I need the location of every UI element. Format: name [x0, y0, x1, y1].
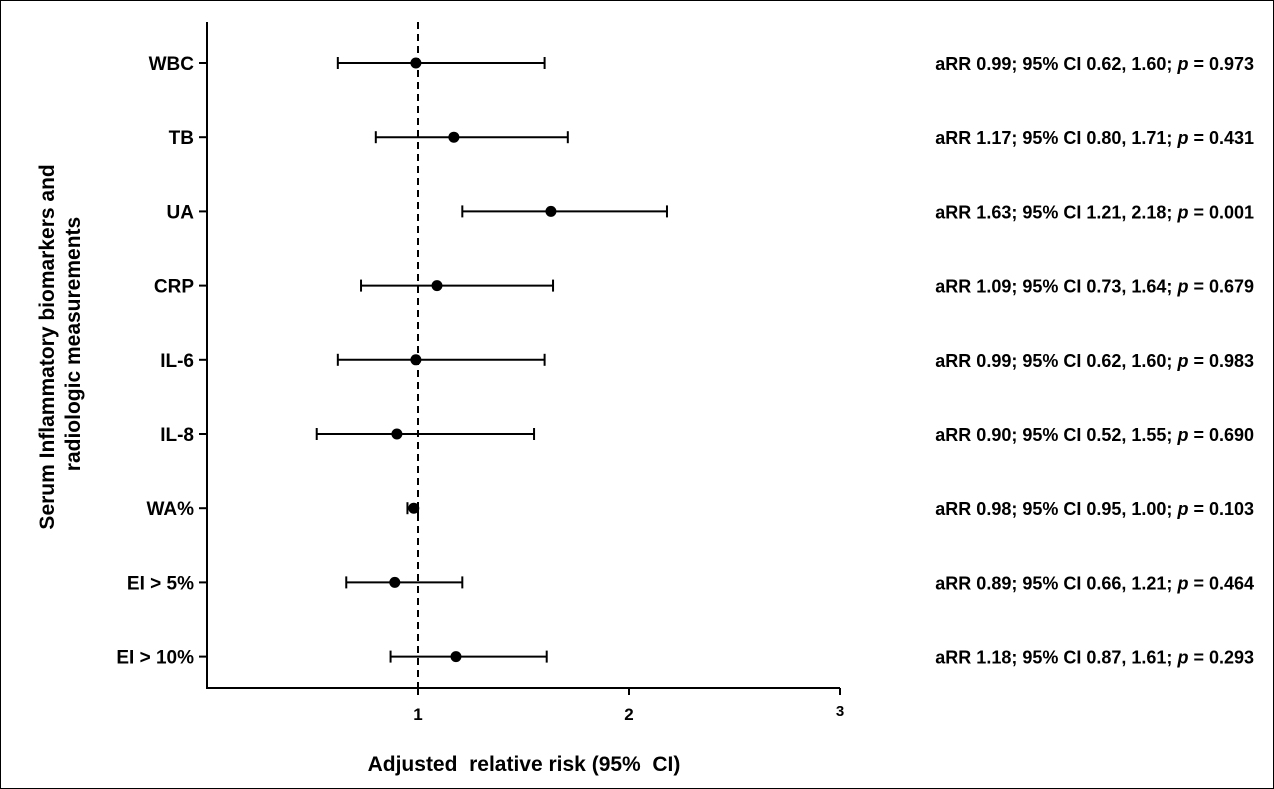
row-label: IL-6 — [160, 351, 194, 372]
row-annotation: aRR 1.63; 95% CI 1.21, 2.18; p = 0.001 — [935, 202, 1254, 222]
row-label: CRP — [154, 277, 194, 298]
y-axis-label: Serum Inflammatory biomarkers and radiol… — [36, 158, 85, 529]
point-estimate — [448, 131, 460, 143]
annotation-p-symbol: p — [1176, 128, 1188, 148]
annotation-stats: aRR 0.90; 95% CI 0.52, 1.55; — [935, 425, 1177, 445]
annotation-p-symbol: p — [1176, 202, 1188, 222]
row-label: EI > 10% — [116, 648, 194, 669]
point-estimate — [408, 502, 420, 514]
point-estimate — [410, 354, 422, 366]
x-tick-label: 2 — [624, 705, 633, 724]
y-axis-label-line-2: radiologic measurements — [62, 217, 85, 471]
forest-row: WBC aRR 0.99; 95% CI 0.62, 1.60; p = 0.97… — [149, 54, 1254, 75]
forest-row: EI > 5% aRR 0.89; 95% CI 0.66, 1.21; p = … — [127, 573, 1254, 594]
row-annotation: aRR 0.89; 95% CI 0.66, 1.21; p = 0.464 — [935, 573, 1254, 593]
annotation-p-symbol: p — [1176, 277, 1188, 297]
point-estimate — [391, 428, 403, 440]
annotation-stats: aRR 0.99; 95% CI 0.62, 1.60; — [935, 54, 1177, 74]
annotation-stats: aRR 0.98; 95% CI 0.95, 1.00; — [935, 499, 1177, 519]
row-annotation: aRR 0.99; 95% CI 0.62, 1.60; p = 0.983 — [935, 351, 1254, 371]
row-label: UA — [167, 202, 195, 223]
annotation-stats: aRR 1.63; 95% CI 1.21, 2.18; — [935, 202, 1177, 222]
annotation-p-value: = 0.293 — [1188, 648, 1254, 668]
forest-row: WA% aRR 0.98; 95% CI 0.95, 1.00; p = 0.10… — [147, 499, 1255, 520]
forest-row: TB aRR 1.17; 95% CI 0.80, 1.71; p = 0.431 — [169, 128, 1254, 149]
annotation-p-value: = 0.983 — [1188, 351, 1254, 371]
annotation-stats: aRR 1.17; 95% CI 0.80, 1.71; — [935, 128, 1177, 148]
point-estimate — [389, 576, 401, 588]
annotation-p-symbol: p — [1176, 425, 1188, 445]
point-estimate — [431, 280, 443, 292]
forest-row: IL-8 aRR 0.90; 95% CI 0.52, 1.55; p = 0.6… — [160, 425, 1254, 446]
forest-row: CRP aRR 1.09; 95% CI 0.73, 1.64; p = 0.67… — [154, 277, 1254, 298]
row-label: WBC — [149, 54, 195, 75]
x-ticks: 1 2 3 — [413, 688, 844, 724]
x-axis-label: Adjusted relative risk (95% CI) — [368, 753, 681, 776]
point-estimate — [545, 205, 557, 217]
point-estimate — [410, 57, 422, 69]
row-annotation: aRR 0.99; 95% CI 0.62, 1.60; p = 0.973 — [935, 54, 1254, 74]
annotation-p-symbol: p — [1176, 648, 1188, 668]
row-label: EI > 5% — [127, 573, 194, 594]
row-annotation: aRR 1.17; 95% CI 0.80, 1.71; p = 0.431 — [935, 128, 1254, 148]
annotation-p-value: = 0.431 — [1188, 128, 1254, 148]
annotation-stats: aRR 0.99; 95% CI 0.62, 1.60; — [935, 351, 1177, 371]
annotation-p-value: = 0.679 — [1188, 277, 1254, 297]
row-annotation: aRR 0.98; 95% CI 0.95, 1.00; p = 0.103 — [935, 499, 1254, 519]
forest-row: EI > 10% aRR 1.18; 95% CI 0.87, 1.61; p =… — [116, 648, 1254, 669]
annotation-p-symbol: p — [1176, 351, 1188, 371]
forest-row: IL-6 aRR 0.99; 95% CI 0.62, 1.60; p = 0.9… — [160, 351, 1254, 372]
forest-row: UA aRR 1.63; 95% CI 1.21, 2.18; p = 0.001 — [167, 202, 1254, 223]
row-label: IL-8 — [160, 425, 194, 446]
annotation-stats: aRR 1.18; 95% CI 0.87, 1.61; — [935, 648, 1177, 668]
point-estimate — [450, 651, 462, 663]
row-annotation: aRR 1.09; 95% CI 0.73, 1.64; p = 0.679 — [935, 277, 1254, 297]
x-tick-label: 3 — [836, 703, 844, 720]
annotation-p-symbol: p — [1176, 499, 1188, 519]
row-label: TB — [169, 128, 194, 149]
row-annotation: aRR 0.90; 95% CI 0.52, 1.55; p = 0.690 — [935, 425, 1254, 445]
annotation-p-symbol: p — [1176, 54, 1188, 74]
axes — [206, 22, 840, 689]
annotation-p-value: = 0.690 — [1188, 425, 1254, 445]
rows: WBC aRR 0.99; 95% CI 0.62, 1.60; p = 0.97… — [116, 54, 1254, 669]
annotation-p-symbol: p — [1176, 573, 1188, 593]
annotation-stats: aRR 0.89; 95% CI 0.66, 1.21; — [935, 573, 1177, 593]
annotation-p-value: = 0.001 — [1188, 202, 1254, 222]
annotation-stats: aRR 1.09; 95% CI 0.73, 1.64; — [935, 277, 1177, 297]
annotation-p-value: = 0.103 — [1188, 499, 1254, 519]
row-label: WA% — [147, 499, 195, 520]
y-axis-label-line-1: Serum Inflammatory biomarkers and — [36, 164, 59, 529]
annotation-p-value: = 0.973 — [1188, 54, 1254, 74]
annotation-p-value: = 0.464 — [1188, 573, 1254, 593]
row-annotation: aRR 1.18; 95% CI 0.87, 1.61; p = 0.293 — [935, 648, 1254, 668]
x-tick-label: 1 — [413, 705, 422, 724]
